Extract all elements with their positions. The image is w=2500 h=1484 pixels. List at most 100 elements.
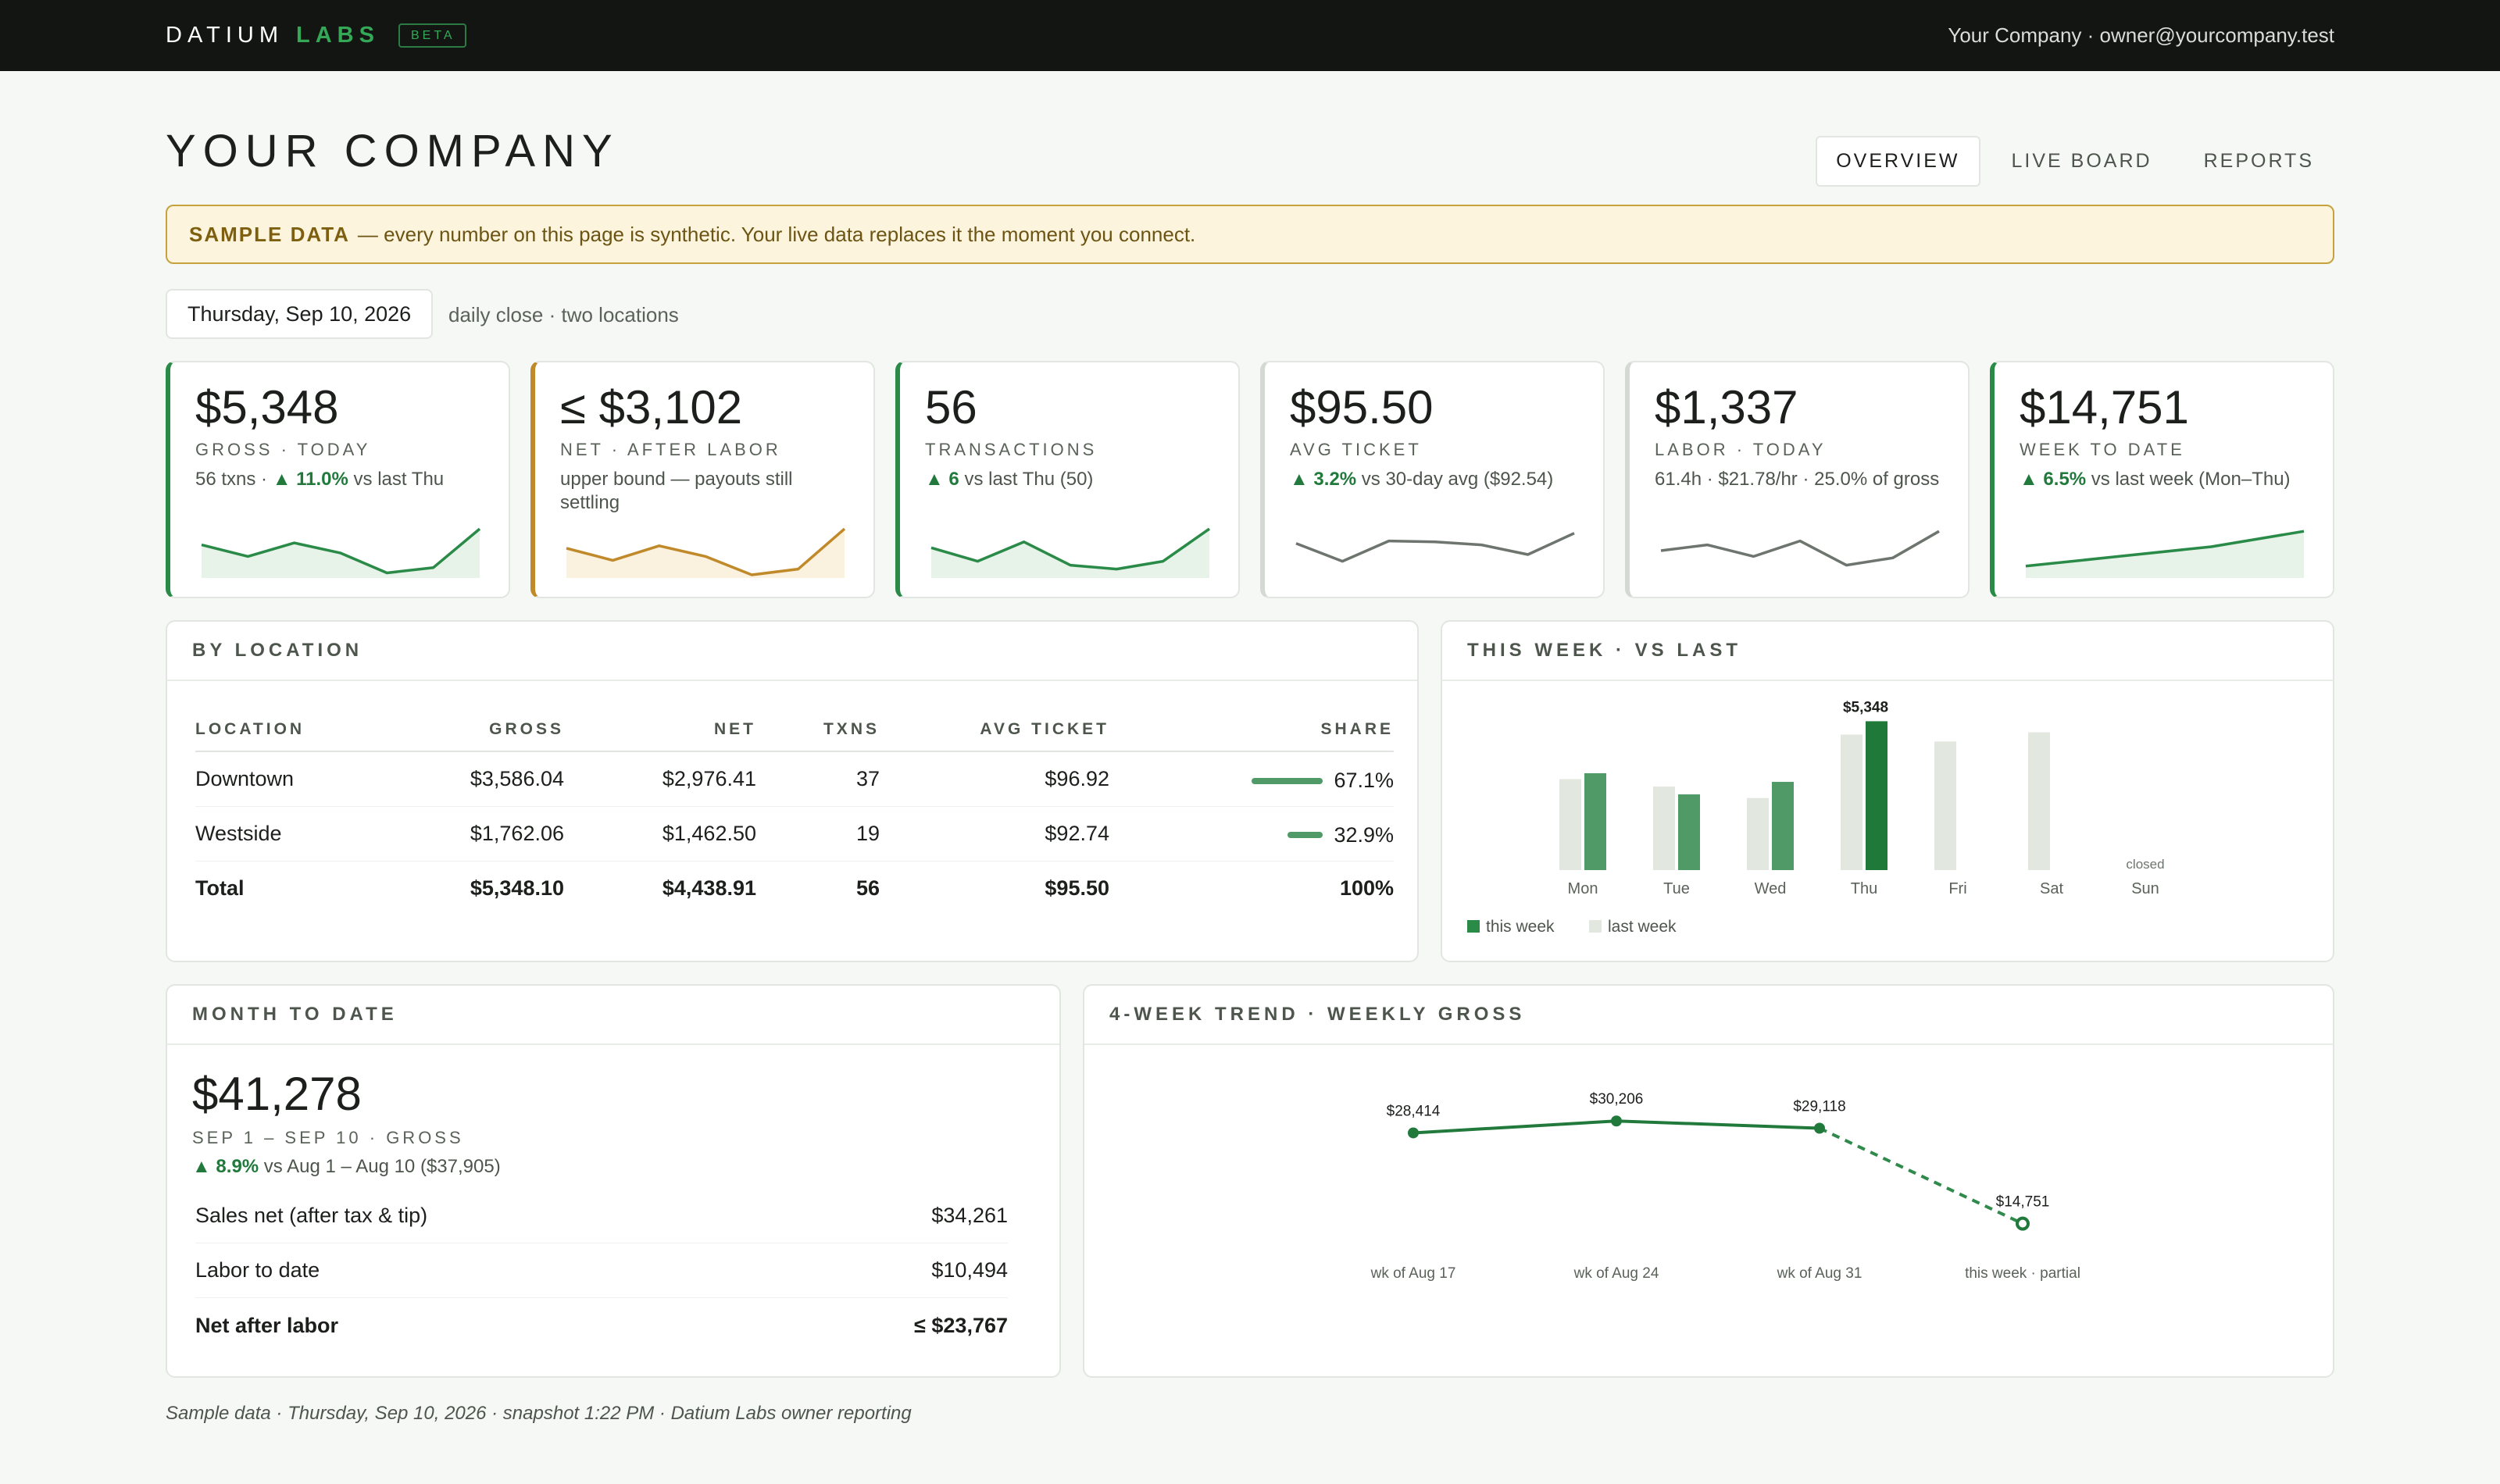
- kpi-sub-post: vs last Thu: [348, 469, 445, 490]
- column-header[interactable]: LOCATION: [195, 708, 422, 752]
- sparkline-area: [931, 529, 1209, 578]
- column-header[interactable]: TXNS: [756, 708, 880, 752]
- cell-share: 67.1%: [1109, 751, 1394, 807]
- kpi-label: AVG TICKET: [1290, 440, 1422, 459]
- week-bar-chart: Mon Tue Wed $5,348 Thu Fri Sat Sun closed this we…: [1467, 699, 2165, 936]
- sparkline: [2025, 530, 2305, 578]
- sample-data-banner: SAMPLE DATA — every number on this page …: [166, 205, 2334, 264]
- bar-last-week: [1747, 797, 1769, 870]
- panel-title: BY LOCATION: [167, 622, 1417, 681]
- column-header[interactable]: AVG TICKET: [880, 708, 1109, 752]
- kpi-value: $95.50: [1290, 381, 1434, 433]
- tick-label: this week · partial: [1965, 1265, 2080, 1282]
- cell-location: Total: [195, 876, 245, 900]
- tick-label: Wed: [1755, 880, 1787, 897]
- cell-avg-ticket: $95.50: [1045, 876, 1109, 900]
- tab-overview[interactable]: OVERVIEW: [1816, 136, 1980, 187]
- cell-gross: $1,762.06: [422, 806, 564, 862]
- data-label: $29,118: [1793, 1098, 1845, 1115]
- page-title: YOUR COMPANY: [166, 126, 620, 177]
- cell-gross: $3,586.04: [422, 751, 564, 807]
- legend-swatch: [1589, 920, 1602, 933]
- cell-share: 100%: [1339, 876, 1394, 900]
- kpi-sub-pre: upper bound — payouts still settling: [560, 469, 793, 513]
- share-value: 32.9%: [1334, 822, 1394, 847]
- data-label: $28,414: [1387, 1103, 1441, 1119]
- bar-this-week: [1584, 772, 1606, 870]
- month-to-date-panel: MONTH TO DATE $41,278 SEP 1 – SEP 10 · G…: [166, 984, 1061, 1378]
- kpi-card-week-to-date[interactable]: $14,751 WEEK TO DATE ▲ 6.5% vs last week…: [1990, 361, 2334, 598]
- tick-label: Sun: [2131, 880, 2159, 897]
- tab-reports[interactable]: REPORTS: [2203, 150, 2314, 172]
- table-header-row: LOCATION GROSS NET TXNS AVG TICKET SHARE: [195, 708, 1394, 752]
- bar-this-week: [1866, 721, 1888, 870]
- kpi-delta: ▲ 3.2%: [1290, 469, 1357, 490]
- kpi-delta: ▲ 6: [925, 469, 959, 490]
- list-item: Labor to date $10,494: [195, 1243, 1008, 1298]
- kpi-sub-post: vs last week (Mon–Thu): [2086, 469, 2291, 490]
- sparkline-line: [1660, 530, 1940, 567]
- date-picker[interactable]: Thursday, Sep 10, 2026: [166, 289, 434, 339]
- tick-label: Fri: [1948, 880, 1966, 897]
- kpi-card-transactions[interactable]: 56 TRANSACTIONS ▲ 6 vs last Thu (50): [895, 361, 1240, 598]
- kpi-label: TRANSACTIONS: [925, 440, 1098, 459]
- data-point: [1814, 1122, 1825, 1134]
- sparkline-line: [930, 527, 1211, 571]
- tick-label: Mon: [1568, 880, 1598, 897]
- data-label: $14,751: [1996, 1194, 2050, 1211]
- bar-last-week: [1841, 734, 1862, 870]
- bar-last-week: [1653, 787, 1675, 870]
- kpi-sub: 61.4h · $21.78/hr · 25.0% of gross: [1655, 468, 1945, 491]
- account-label[interactable]: Your Company · owner@yourcompany.test: [1948, 23, 2334, 47]
- mtd-delta-value: ▲ 8.9%: [192, 1156, 259, 1177]
- panel-title: THIS WEEK · VS LAST: [1442, 622, 2333, 681]
- brand-logo[interactable]: DATIUM LABS BETA: [166, 23, 466, 48]
- kpi-card-net[interactable]: ≤ $3,102 NET · AFTER LABOR upper bound —…: [530, 361, 875, 598]
- sparkline-line: [566, 527, 846, 576]
- mtd-delta-note: vs Aug 1 – Aug 10 ($37,905): [259, 1156, 501, 1177]
- panel-title: MONTH TO DATE: [167, 986, 1059, 1045]
- kpi-value: $1,337: [1655, 381, 1798, 433]
- column-header[interactable]: GROSS: [422, 708, 564, 752]
- kpi-delta: ▲ 11.0%: [272, 469, 348, 490]
- top-bar: DATIUM LABS BETA Your Company · owner@yo…: [0, 0, 2500, 71]
- mtd-row-label: Labor to date: [195, 1258, 320, 1282]
- tab-live-board[interactable]: LIVE BOARD: [2011, 150, 2152, 172]
- cell-txns: 19: [756, 806, 880, 862]
- column-header[interactable]: NET: [564, 708, 756, 752]
- data-label: $30,206: [1590, 1091, 1644, 1108]
- brand-name-first: DATIUM: [166, 23, 284, 48]
- cell-location: Downtown: [195, 751, 422, 807]
- tick-label: wk of Aug 31: [1777, 1265, 1862, 1282]
- tick-label: wk of Aug 17: [1370, 1265, 1456, 1282]
- kpi-value: $14,751: [2020, 381, 2189, 433]
- share-bar: [1252, 777, 1323, 784]
- footer-note: Sample data · Thursday, Sep 10, 2026 · s…: [166, 1403, 912, 1424]
- kpi-sub-pre: 61.4h · $21.78/hr · 25.0% of gross: [1655, 469, 1940, 490]
- kpi-card-labor[interactable]: $1,337 LABOR · TODAY 61.4h · $21.78/hr ·…: [1625, 361, 1970, 598]
- table-row[interactable]: Downtown $3,586.04 $2,976.41 37 $96.92 6…: [195, 751, 1394, 807]
- cell-share: 32.9%: [1109, 806, 1394, 862]
- kpi-value: ≤ $3,102: [560, 381, 743, 433]
- cell-net: $2,976.41: [564, 751, 756, 807]
- sparkline: [1295, 532, 1575, 563]
- banner-title: SAMPLE DATA: [189, 222, 350, 246]
- bar-this-week: [1772, 782, 1794, 870]
- table-row[interactable]: Westside $1,762.06 $1,462.50 19 $92.74 3…: [195, 806, 1394, 862]
- bar-last-week: [2028, 732, 2050, 870]
- banner-text: — every number on this page is synthetic…: [357, 222, 1196, 246]
- kpi-label: GROSS · TODAY: [195, 440, 371, 459]
- kpi-sub: ▲ 3.2% vs 30-day avg ($92.54): [1290, 468, 1580, 491]
- cell-net: $1,462.50: [564, 806, 756, 862]
- sparkline: [566, 527, 846, 578]
- legend-swatch: [1467, 920, 1480, 933]
- kpi-card-gross[interactable]: $5,348 GROSS · TODAY 56 txns · ▲ 11.0% v…: [166, 361, 510, 598]
- column-header[interactable]: SHARE: [1109, 708, 1394, 752]
- kpi-card-avg-ticket[interactable]: $95.50 AVG TICKET ▲ 3.2% vs 30-day avg (…: [1260, 361, 1605, 598]
- kpi-sub: ▲ 6 vs last Thu (50): [925, 468, 1215, 491]
- this-week-panel: THIS WEEK · VS LAST Mon Tue Wed $5,348 Thu Fr…: [1441, 620, 2334, 962]
- legend-label: last week: [1608, 918, 1677, 936]
- beta-badge: BETA: [398, 23, 466, 48]
- legend-label: this week: [1486, 918, 1555, 936]
- list-item: Net after labor ≤ $23,767: [195, 1298, 1008, 1353]
